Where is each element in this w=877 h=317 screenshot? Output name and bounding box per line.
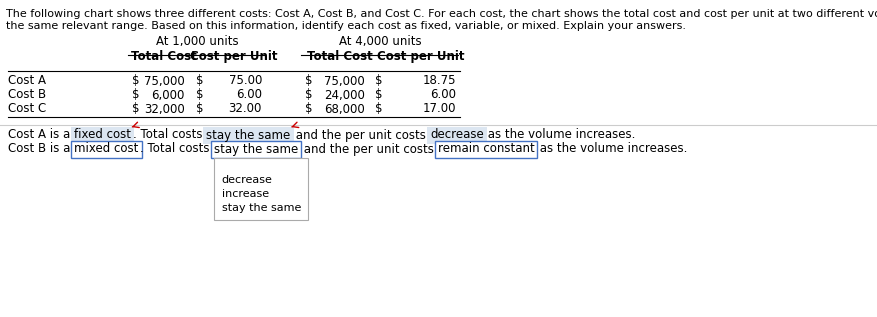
Text: 17.00: 17.00 (423, 102, 456, 115)
FancyBboxPatch shape (214, 158, 308, 220)
Text: $: $ (196, 74, 203, 87)
Text: Total Cost: Total Cost (131, 50, 196, 63)
Text: stay the same: stay the same (214, 143, 298, 156)
Text: 6.00: 6.00 (430, 88, 456, 101)
Text: $: $ (196, 102, 203, 115)
Text: $: $ (305, 88, 312, 101)
Text: Cost B: Cost B (8, 88, 46, 101)
Text: 32.00: 32.00 (229, 102, 262, 115)
Text: $: $ (132, 74, 139, 87)
Text: $: $ (375, 88, 382, 101)
Text: as the volume increases.: as the volume increases. (484, 128, 635, 141)
FancyBboxPatch shape (435, 140, 538, 158)
Text: 75,000: 75,000 (144, 74, 185, 87)
Text: decrease: decrease (222, 175, 273, 185)
Text: decrease: decrease (430, 128, 484, 141)
Text: 6,000: 6,000 (152, 88, 185, 101)
Text: $: $ (305, 74, 312, 87)
Text: Cost C: Cost C (8, 102, 46, 115)
Text: $: $ (375, 74, 382, 87)
Text: and the per unit costs: and the per unit costs (300, 143, 438, 156)
Text: 75.00: 75.00 (229, 74, 262, 87)
Text: $: $ (375, 102, 382, 115)
Text: mixed cost: mixed cost (75, 143, 139, 156)
Text: At 4,000 units: At 4,000 units (339, 35, 422, 48)
Text: Cost per Unit: Cost per Unit (190, 50, 278, 63)
Text: stay the same: stay the same (206, 128, 290, 141)
Text: . Total costs: . Total costs (133, 128, 206, 141)
FancyBboxPatch shape (210, 140, 301, 158)
Text: increase: increase (222, 189, 269, 199)
Text: . Total costs: . Total costs (140, 143, 214, 156)
Text: 24,000: 24,000 (324, 88, 365, 101)
Text: stay the same: stay the same (222, 203, 301, 213)
Text: $: $ (305, 102, 312, 115)
Text: remain constant: remain constant (438, 143, 534, 156)
Text: $: $ (132, 88, 139, 101)
Text: At 1,000 units: At 1,000 units (156, 35, 239, 48)
Text: 32,000: 32,000 (144, 102, 185, 115)
Text: Cost A: Cost A (8, 74, 46, 87)
Text: 18.75: 18.75 (423, 74, 456, 87)
Text: Cost A is a: Cost A is a (8, 128, 74, 141)
Text: and the per unit costs: and the per unit costs (293, 128, 430, 141)
Text: $: $ (132, 102, 139, 115)
FancyBboxPatch shape (427, 126, 487, 144)
FancyBboxPatch shape (214, 158, 308, 170)
Text: 75,000: 75,000 (324, 74, 365, 87)
Text: fixed cost: fixed cost (74, 128, 131, 141)
Text: the same relevant range. Based on this information, identify each cost as fixed,: the same relevant range. Based on this i… (6, 21, 686, 31)
FancyBboxPatch shape (71, 126, 134, 144)
Text: 6.00: 6.00 (236, 88, 262, 101)
Text: as the volume increases.: as the volume increases. (537, 143, 688, 156)
Text: Cost per Unit: Cost per Unit (377, 50, 464, 63)
FancyBboxPatch shape (203, 126, 294, 144)
Text: $: $ (196, 88, 203, 101)
FancyBboxPatch shape (71, 140, 141, 158)
Text: The following chart shows three different costs: Cost A, Cost B, and Cost C. For: The following chart shows three differen… (6, 9, 877, 19)
Text: Total Cost: Total Cost (307, 50, 373, 63)
Text: Cost B is a: Cost B is a (8, 143, 75, 156)
Text: 68,000: 68,000 (324, 102, 365, 115)
